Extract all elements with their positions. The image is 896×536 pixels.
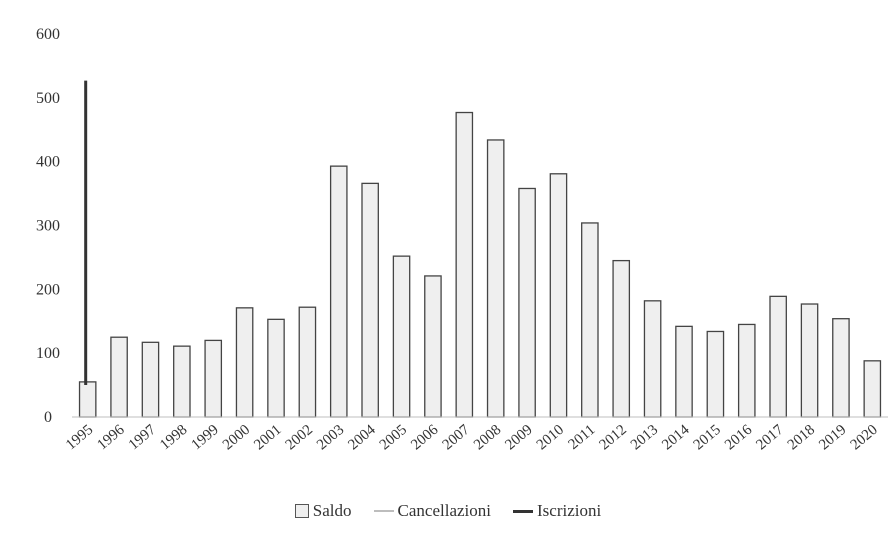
bar-2000 — [235, 307, 254, 418]
bar-2020 — [863, 360, 882, 418]
x-tick-label: 2004 — [345, 421, 379, 453]
bar-2006 — [424, 275, 442, 418]
bar-2005 — [392, 255, 411, 418]
x-tick-label: 2019 — [816, 422, 849, 454]
legend-label-iscrizioni: Iscrizioni — [537, 501, 602, 520]
x-tick-label: 2003 — [314, 422, 347, 454]
y-tick-label: 500 — [36, 90, 60, 107]
y-tick-label: 600 — [36, 26, 60, 43]
x-tick-label: 2001 — [251, 422, 284, 454]
y-tick-label: 300 — [36, 218, 60, 235]
y-axis: 0 100 200 300 400 500 600 — [36, 26, 60, 426]
bar-2001 — [267, 318, 285, 418]
bar-2014 — [675, 325, 693, 418]
bar-2002 — [298, 306, 317, 418]
x-tick-label: 2020 — [848, 422, 881, 454]
bar-1996 — [110, 336, 128, 418]
y-tick-label: 0 — [44, 409, 52, 426]
bar-2010 — [549, 173, 568, 418]
legend-item-cancellazioni: Cancellazioni — [373, 501, 491, 521]
legend-item-iscrizioni: Iscrizioni — [513, 501, 601, 521]
x-tick-label: 1997 — [126, 421, 160, 453]
x-tick-label: 2014 — [659, 421, 693, 453]
legend: Saldo Cancellazioni Iscrizioni — [0, 496, 896, 526]
x-tick-label: 2018 — [785, 422, 818, 454]
legend-swatch-iscrizioni — [513, 509, 533, 513]
x-tick-label: 2000 — [220, 422, 253, 454]
x-tick-label: 2009 — [502, 422, 535, 454]
x-tick-label: 2008 — [471, 422, 504, 454]
legend-label-cancellazioni: Cancellazioni — [397, 501, 491, 520]
bars — [78, 111, 882, 418]
x-tick-label: 2013 — [628, 422, 661, 454]
bar-2015 — [706, 330, 725, 418]
legend-swatch-cancellazioni — [373, 510, 394, 512]
x-tick-label: 2010 — [534, 422, 567, 454]
bar-1995 — [78, 381, 97, 418]
x-tick-label: 1999 — [189, 422, 222, 454]
y-tick-label: 400 — [36, 154, 60, 171]
bar-2013 — [643, 300, 662, 418]
bar-1997 — [141, 341, 160, 418]
legend-item-saldo: Saldo — [294, 501, 352, 521]
bar-1998 — [173, 345, 191, 418]
x-tick-label: 2006 — [408, 421, 442, 453]
bar-2016 — [737, 323, 756, 418]
x-tick-label: 2017 — [753, 421, 787, 453]
bar-2004 — [361, 182, 379, 418]
bar-2011 — [581, 222, 599, 418]
bar-1999 — [204, 339, 223, 418]
x-tick-label: 1996 — [94, 421, 128, 453]
bar-2003 — [329, 165, 348, 418]
bar-2007 — [455, 111, 474, 418]
x-tick-label: 1995 — [63, 422, 96, 454]
x-tick-label: 2011 — [566, 422, 599, 453]
bar-2019 — [832, 318, 850, 418]
x-tick-label: 2002 — [283, 422, 316, 454]
x-tick-label: 2012 — [597, 422, 630, 454]
bar-chart: 0 100 200 300 400 500 600 19951996199719981999… — [36, 26, 888, 453]
legend-swatch-saldo — [294, 504, 309, 518]
bar-2012 — [612, 259, 631, 418]
bar-2018 — [800, 303, 819, 418]
x-tick-label: 1998 — [157, 422, 190, 454]
y-tick-label: 100 — [36, 345, 60, 362]
legend-label-saldo: Saldo — [312, 501, 352, 520]
x-tick-label: 2005 — [377, 422, 410, 454]
x-tick-label: 2007 — [440, 421, 474, 453]
x-tick-label: 2016 — [722, 421, 756, 453]
bar-2008 — [486, 139, 505, 418]
x-tick-label: 2015 — [691, 422, 724, 454]
bar-2017 — [769, 295, 787, 418]
x-axis: 1995199619971998199920002001200220032004… — [63, 421, 881, 453]
bar-2009 — [518, 187, 536, 418]
y-tick-label: 200 — [36, 281, 60, 298]
